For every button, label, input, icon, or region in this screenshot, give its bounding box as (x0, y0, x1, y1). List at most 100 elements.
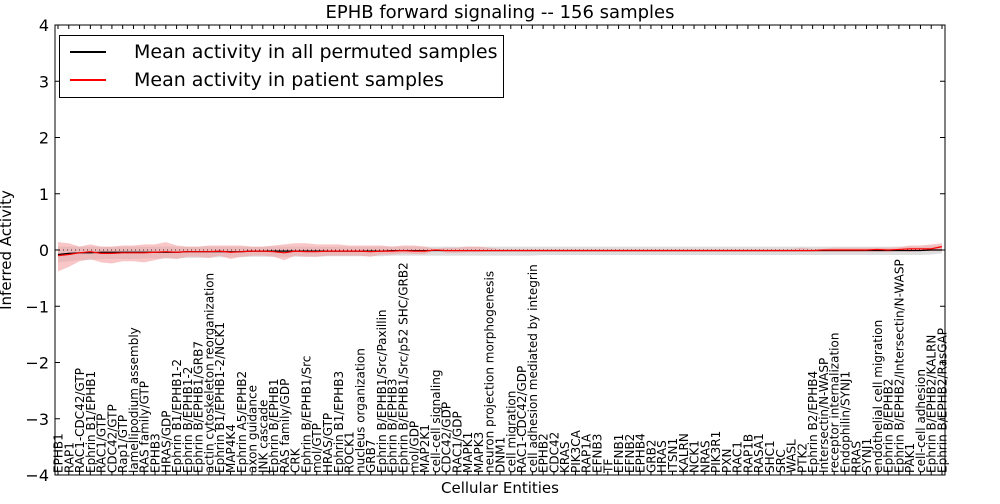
x-tick-label: RAS family/GDP (278, 379, 292, 473)
y-tick-label: 4 (39, 16, 49, 35)
x-tick-label: Ephrin B/EPHB2/Intersectin/N-WASP (892, 259, 906, 473)
x-axis-label: Cellular Entities (441, 479, 559, 497)
y-tick-label: 3 (39, 72, 49, 91)
band-patient (58, 242, 942, 272)
chart-legend: Mean activity in all permuted samples Me… (59, 35, 504, 98)
x-tick-label: Ephrin B/EPHB3 (386, 379, 400, 473)
x-tick-label: RAP1A (580, 433, 594, 473)
x-tick-label: WASL (785, 439, 799, 473)
x-tick-label: EFNB3 (591, 434, 605, 473)
x-tick-label: Ephrin B/EPHB1/GRB7 (192, 341, 206, 473)
x-tick-label: KALRN (677, 433, 691, 473)
x-tick-label: Ephrin B/EPHB2/KALRN (925, 335, 939, 473)
x-tick-label: DNM1 (494, 437, 508, 473)
x-tick-label: HRAS/GDP (159, 410, 173, 473)
x-tick-label: PTK2 (795, 443, 809, 473)
x-tick-label: Ephrin B1/EPHB1-2/NCK1 (213, 322, 227, 473)
x-tick-label: Endophilin/SYNJ1 (838, 371, 852, 473)
y-tick-label: 2 (39, 129, 49, 148)
legend-swatch-patient (70, 79, 106, 81)
x-tick-label: EPHB3 (149, 433, 163, 473)
y-tick-label: −1 (25, 297, 49, 316)
x-tick-label: RAC1-CDC42/GTP (73, 368, 87, 473)
x-tick-label: actin cytoskeleton reorganization (202, 273, 216, 473)
x-tick-label: HRAS/GTP (321, 413, 335, 473)
legend-label-permuted: Mean activity in all permuted samples (134, 41, 498, 63)
x-tick-label: KRAS (558, 441, 572, 473)
x-tick-label: EFNB2 (623, 434, 637, 473)
x-tick-label: cell migration (504, 391, 518, 473)
x-tick-label: SHC1 (763, 440, 777, 473)
x-tick-label: RAC1-CDC42/GDP (515, 366, 529, 473)
series-line-patient (57, 246, 943, 257)
x-tick-label: Ephrin B/EPHB1-2 (181, 367, 195, 473)
x-tick-label: Ephrin B/EPHB1/Src/p52 SHC/GRB2 (396, 262, 410, 473)
y-tick-label: −3 (25, 410, 49, 429)
legend-entry-permuted: Mean activity in all permuted samples (70, 39, 497, 65)
y-tick-label: 0 (39, 241, 49, 260)
x-tick-label: Ephrin A5/EPHB2 (235, 371, 249, 473)
y-tick-label: 1 (39, 185, 49, 204)
x-tick-label: RAC1 (731, 441, 745, 473)
x-tick-label: PAK1 (903, 443, 917, 473)
x-tick-label: Ephrin B1/EPHB1-2 (170, 359, 184, 473)
x-tick-label: EFNB1 (612, 434, 626, 473)
y-tick-label: −2 (25, 354, 49, 373)
x-tick-label: EPHB1 (52, 433, 66, 473)
x-tick-label: SRC (774, 449, 788, 473)
x-tick-label: MAP2K1 (418, 424, 432, 473)
x-tick-label: PIK3R1 (709, 431, 723, 473)
x-tick-label: Ephrin B/EPHB1/Src/Paxillin (375, 309, 389, 473)
x-tick-label: mol/GTP (310, 423, 324, 473)
x-tick-label: lamellipodium assembly (127, 327, 141, 473)
x-tick-label: Intersectin/N-WASP (817, 358, 831, 473)
x-tick-label: Ephrin B/EPHB2/RasGAP (936, 328, 950, 473)
x-tick-label: NRAS (698, 440, 712, 473)
x-tick-label: PXN (720, 449, 734, 473)
y-tick-label: −4 (25, 466, 49, 485)
x-tick-label: CDC42/GTP (105, 404, 119, 473)
x-tick-label: MAP4K4 (224, 424, 238, 473)
x-tick-label: RAP1 (62, 442, 76, 473)
x-tick-label: ITSN1 (666, 438, 680, 473)
x-tick-label: RAC1/GDP (450, 411, 464, 473)
x-tick-label: Ephrin B/EPHB2 (882, 379, 896, 473)
x-tick-label: GRB7 (364, 439, 378, 473)
x-tick-label: EPHB2 (537, 433, 551, 473)
y-axis-label: Inferred Activity (0, 190, 15, 310)
x-tick-label: MAPK3 (472, 432, 486, 473)
x-tick-label: RAP1B (741, 434, 755, 473)
x-tick-label: NCK1 (688, 440, 702, 473)
x-tick-label: HRAS (655, 440, 669, 473)
x-tick-label: Ephrin B1/EPHB3 (332, 371, 346, 473)
x-tick-label: TF (601, 459, 615, 474)
x-tick-label: cell adhesion mediated by integrin (526, 264, 540, 473)
x-tick-label: RAC1/GTP (95, 414, 109, 473)
x-tick-label: neuron projection morphogenesis (483, 271, 497, 473)
x-tick-label: Rap1/GTP (116, 415, 130, 473)
x-tick-label: RAS family/GTP (138, 381, 152, 473)
chart-title: EPHB forward signaling -- 156 samples (326, 2, 675, 23)
x-tick-label: endothelial cell migration (871, 320, 885, 473)
legend-swatch-permuted (70, 51, 106, 53)
x-tick-label: Ephrin B1/EPHB1 (84, 371, 98, 473)
plot-area: −4−3−2−101234EPHB1RAP1RAC1-CDC42/GTPEphr… (25, 16, 949, 485)
x-tick-label: cell-cell adhesion (914, 369, 928, 473)
x-tick-label: mol/GDP (407, 421, 421, 473)
x-tick-label: CRK (289, 447, 303, 473)
x-tick-label: PIK3CA (569, 429, 583, 473)
x-tick-label: SYNJ1 (860, 438, 874, 473)
x-tick-label: Ephrin B/EPHB1/Src (299, 356, 313, 473)
x-tick-label: ROCK1 (343, 431, 357, 473)
x-tick-label: axon guidance (246, 385, 260, 473)
x-tick-label: Ephrin B/EPHB1 (267, 379, 281, 473)
x-tick-label: receptor internalization (828, 333, 842, 473)
x-tick-label: cell-cell signaling (429, 370, 443, 474)
legend-label-patient: Mean activity in patient samples (134, 69, 444, 91)
x-tick-label: Ephrin B2/EPHB4 (806, 371, 820, 473)
x-tick-label: MAPK1 (461, 432, 475, 473)
x-tick-label: GRB2 (644, 439, 658, 473)
legend-entry-patient: Mean activity in patient samples (70, 67, 444, 93)
